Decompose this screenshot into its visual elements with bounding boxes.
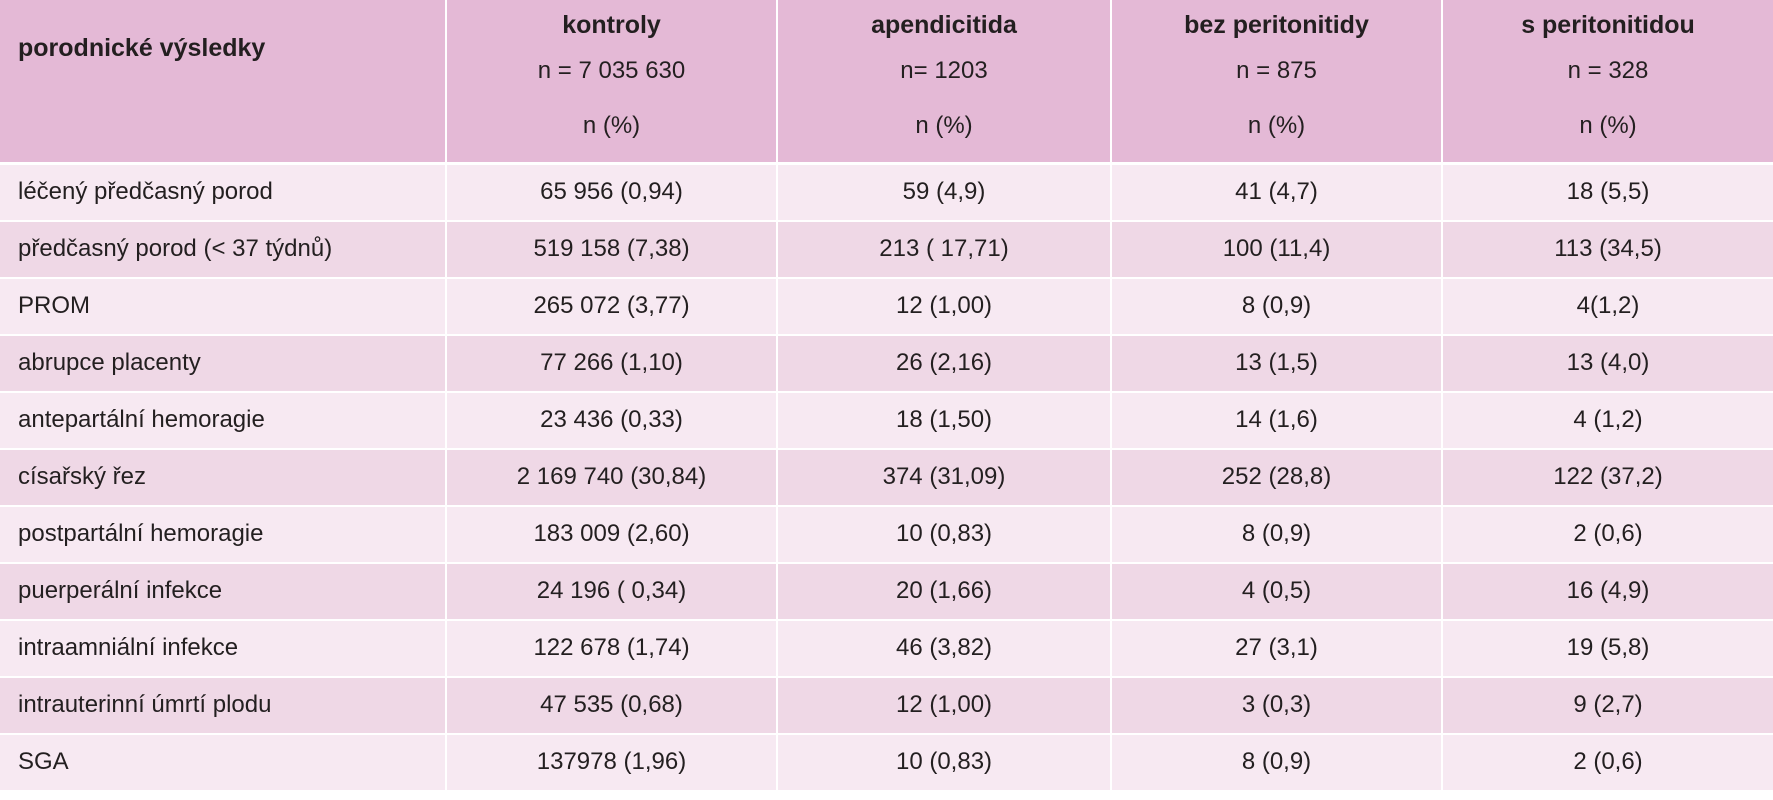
table-cell: 46 (3,82) bbox=[777, 619, 1112, 678]
table-cell: 8 (0,9) bbox=[1111, 505, 1443, 564]
column-header-controls: kontroly n = 7 035 630 n (%) bbox=[446, 0, 778, 165]
column-header-with-peritonitis: s peritonitidou n = 328 n (%) bbox=[1442, 0, 1773, 165]
table-cell: 19 (5,8) bbox=[1442, 619, 1773, 678]
table-cell: 20 (1,66) bbox=[777, 562, 1112, 621]
table-cell: 519 158 (7,38) bbox=[446, 220, 778, 279]
column-title: apendicitida bbox=[871, 11, 1017, 39]
table-cell: 137978 (1,96) bbox=[446, 733, 778, 792]
table-cell: 14 (1,6) bbox=[1111, 391, 1443, 450]
table-cell: 3 (0,3) bbox=[1111, 676, 1443, 735]
table-cell: 9 (2,7) bbox=[1442, 676, 1773, 735]
table-cell: 77 266 (1,10) bbox=[446, 334, 778, 393]
table-cell: 183 009 (2,60) bbox=[446, 505, 778, 564]
column-title: bez peritonitidy bbox=[1184, 11, 1369, 39]
table-row: puerperální infekce 24 196 ( 0,34) 20 (1,6… bbox=[0, 562, 1773, 621]
table-cell: 65 956 (0,94) bbox=[446, 163, 778, 222]
table-cell: 122 (37,2) bbox=[1442, 448, 1773, 507]
table-cell: 265 072 (3,77) bbox=[446, 277, 778, 336]
row-label: předčasný porod (< 37 týdnů) bbox=[0, 220, 447, 279]
row-label: abrupce placenty bbox=[0, 334, 447, 393]
table-cell: 24 196 ( 0,34) bbox=[446, 562, 778, 621]
column-sample-size: n= 1203 bbox=[900, 57, 988, 84]
table-cell: 113 (34,5) bbox=[1442, 220, 1773, 279]
table-cell: 2 169 740 (30,84) bbox=[446, 448, 778, 507]
table-cell: 4 (1,2) bbox=[1442, 391, 1773, 450]
table-row: intraamniální infekce 122 678 (1,74) 46 (3… bbox=[0, 619, 1773, 678]
table-cell: 100 (11,4) bbox=[1111, 220, 1443, 279]
table-cell: 10 (0,83) bbox=[777, 505, 1112, 564]
column-sample-size: n = 875 bbox=[1236, 57, 1317, 84]
column-header-appendicitis: apendicitida n= 1203 n (%) bbox=[777, 0, 1112, 165]
table-cell: 18 (1,50) bbox=[777, 391, 1112, 450]
table-cell: 13 (1,5) bbox=[1111, 334, 1443, 393]
table-cell: 59 (4,9) bbox=[777, 163, 1112, 222]
column-sample-size: n = 328 bbox=[1567, 57, 1649, 84]
table-row: abrupce placenty 77 266 (1,10) 26 (2,16) 13… bbox=[0, 334, 1773, 393]
table-row: postpartální hemoragie 183 009 (2,60) 10 (… bbox=[0, 505, 1773, 564]
table-cell: 12 (1,00) bbox=[777, 676, 1112, 735]
row-label: puerperální infekce bbox=[0, 562, 447, 621]
table-cell: 16 (4,9) bbox=[1442, 562, 1773, 621]
column-unit: n (%) bbox=[1579, 112, 1637, 139]
table-cell: 122 678 (1,74) bbox=[446, 619, 778, 678]
row-label-header: porodnické výsledky bbox=[0, 0, 447, 165]
row-label: intraamniální infekce bbox=[0, 619, 447, 678]
column-header-without-peritonitis: bez peritonitidy n = 875 n (%) bbox=[1111, 0, 1443, 165]
table-cell: 2 (0,6) bbox=[1442, 505, 1773, 564]
table-cell: 4 (0,5) bbox=[1111, 562, 1443, 621]
table-cell: 8 (0,9) bbox=[1111, 277, 1443, 336]
table-row: předčasný porod (< 37 týdnů) 519 158 (7,3… bbox=[0, 220, 1773, 279]
table-cell: 13 (4,0) bbox=[1442, 334, 1773, 393]
column-title: kontroly bbox=[562, 11, 661, 39]
table-row: SGA 137978 (1,96) 10 (0,83) 8 (0,9) 2 (0,6) bbox=[0, 733, 1773, 792]
table-row: léčený předčasný porod 65 956 (0,94) 59 (4… bbox=[0, 163, 1773, 222]
table-row: intrauterinní úmrtí plodu 47 535 (0,68) 12… bbox=[0, 676, 1773, 735]
row-label: císařský řez bbox=[0, 448, 447, 507]
row-label: PROM bbox=[0, 277, 447, 336]
table-cell: 374 (31,09) bbox=[777, 448, 1112, 507]
row-label: antepartální hemoragie bbox=[0, 391, 447, 450]
row-label: intrauterinní úmrtí plodu bbox=[0, 676, 447, 735]
table-cell: 2 (0,6) bbox=[1442, 733, 1773, 792]
column-title: s peritonitidou bbox=[1521, 11, 1695, 39]
table-cell: 8 (0,9) bbox=[1111, 733, 1443, 792]
row-label: postpartální hemoragie bbox=[0, 505, 447, 564]
table-cell: 252 (28,8) bbox=[1111, 448, 1443, 507]
table-cell: 26 (2,16) bbox=[777, 334, 1112, 393]
column-unit: n (%) bbox=[915, 112, 973, 139]
table-row: PROM 265 072 (3,77) 12 (1,00) 8 (0,9) 4(1,2) bbox=[0, 277, 1773, 336]
header-row: porodnické výsledky kontroly n = 7 035 6… bbox=[0, 0, 1773, 165]
table-cell: 23 436 (0,33) bbox=[446, 391, 778, 450]
table-cell: 27 (3,1) bbox=[1111, 619, 1443, 678]
table-header: porodnické výsledky kontroly n = 7 035 6… bbox=[0, 0, 1773, 165]
table-body: léčený předčasný porod 65 956 (0,94) 59 (4… bbox=[0, 163, 1773, 792]
table-cell: 18 (5,5) bbox=[1442, 163, 1773, 222]
table-cell: 4(1,2) bbox=[1442, 277, 1773, 336]
table-row: antepartální hemoragie 23 436 (0,33) 18 (1… bbox=[0, 391, 1773, 450]
table-cell: 213 ( 17,71) bbox=[777, 220, 1112, 279]
row-label: léčený předčasný porod bbox=[0, 163, 447, 222]
column-sample-size: n = 7 035 630 bbox=[537, 57, 686, 84]
column-unit: n (%) bbox=[1247, 112, 1306, 139]
table-cell: 47 535 (0,68) bbox=[446, 676, 778, 735]
table-cell: 10 (0,83) bbox=[777, 733, 1112, 792]
row-label: SGA bbox=[0, 733, 447, 792]
table-row: císařský řez 2 169 740 (30,84) 374 (31,09)… bbox=[0, 448, 1773, 507]
table-cell: 41 (4,7) bbox=[1111, 163, 1443, 222]
table-cell: 12 (1,00) bbox=[777, 277, 1112, 336]
column-unit: n (%) bbox=[582, 112, 641, 139]
